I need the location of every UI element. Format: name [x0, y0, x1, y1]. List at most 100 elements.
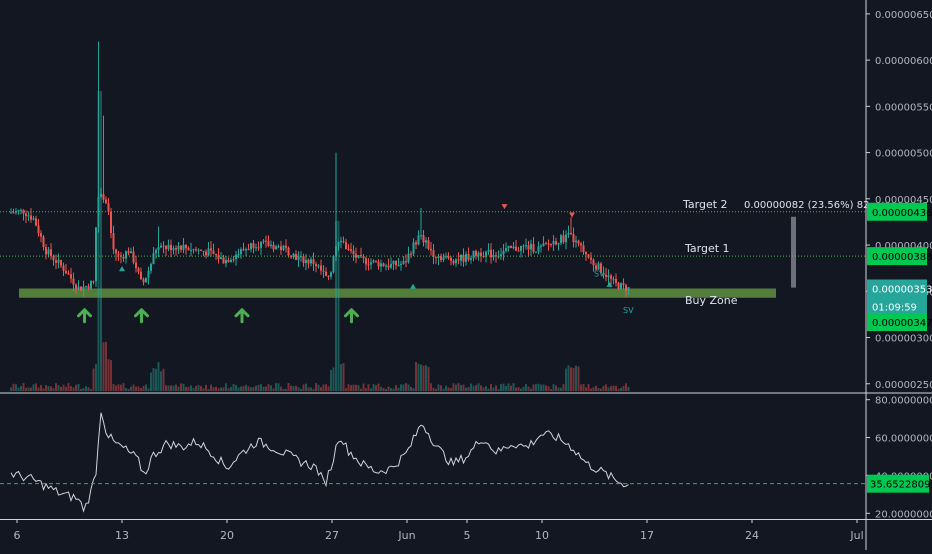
- candle-body: [102, 194, 105, 200]
- candle-body: [510, 245, 512, 249]
- volume-bar: [510, 385, 512, 391]
- candle-body: [582, 245, 585, 253]
- candle-body: [595, 265, 597, 270]
- volume-bar: [605, 384, 607, 391]
- indicator-value-tag[interactable]: 35.65228097: [867, 474, 932, 493]
- candle-body: [565, 234, 567, 243]
- volume-bar: [150, 372, 152, 391]
- target-1-price-tag[interactable]: 0.00000388: [867, 247, 932, 266]
- candle-body: [370, 262, 372, 265]
- volume-bar: [580, 384, 582, 391]
- time-tick-label: 13: [115, 529, 129, 542]
- candle-body: [332, 256, 335, 273]
- candle-body: [355, 254, 357, 258]
- candle-body: [140, 271, 142, 280]
- candle-body: [27, 215, 30, 217]
- last-price-tag[interactable]: 0.00000353: [867, 279, 932, 298]
- volume-bar: [200, 386, 202, 391]
- candle-body: [180, 245, 182, 250]
- candle-body: [465, 253, 467, 262]
- volume-bar: [497, 388, 500, 391]
- time-tick-label: 20: [220, 529, 234, 542]
- volume-bar: [105, 341, 107, 391]
- candle-body: [210, 248, 212, 251]
- volume-bar: [45, 385, 47, 391]
- buy-low-price-tag[interactable]: 0.00000347: [867, 313, 932, 332]
- target-2-price-tag[interactable]: 0.00000436: [867, 202, 932, 221]
- candle-body: [257, 247, 260, 249]
- candle-body: [220, 257, 222, 260]
- buy-arrow-icon: [344, 308, 359, 324]
- volume-bar: [192, 388, 195, 391]
- candle-body: [137, 268, 140, 272]
- candle-body: [310, 259, 312, 264]
- candle-body: [30, 215, 32, 220]
- volume-bar: [485, 386, 487, 391]
- candle-body: [580, 243, 582, 246]
- volume-bar: [220, 387, 222, 391]
- candle-body: [105, 199, 107, 204]
- candle-body: [325, 271, 327, 276]
- volume-bar: [507, 383, 510, 391]
- volume-bar: [115, 385, 117, 391]
- time-tick-label: Jun: [397, 529, 415, 542]
- volume-bar: [592, 387, 595, 391]
- volume-bar: [187, 386, 190, 391]
- candle-body: [175, 248, 177, 250]
- measure-bar[interactable]: [791, 216, 796, 288]
- candle-body: [265, 240, 267, 242]
- indicator-tick-label: 80.00000000: [875, 396, 932, 407]
- volume-bar: [622, 385, 625, 391]
- candle-body: [45, 247, 47, 255]
- volume-bar: [362, 383, 365, 391]
- candle-body: [577, 240, 580, 244]
- volume-bar: [615, 385, 617, 391]
- candle-body: [462, 254, 465, 262]
- price-tick-label: 0.00000250: [875, 380, 932, 391]
- candle-body: [115, 249, 117, 254]
- candle-body: [620, 283, 622, 289]
- candle-body: [485, 251, 487, 257]
- volume-bar: [87, 387, 90, 391]
- candle-body: [25, 213, 27, 216]
- indicator-value-bg: [867, 474, 929, 493]
- volume-bar: [217, 388, 220, 391]
- candle-body: [447, 256, 450, 259]
- candle-body: [242, 249, 245, 251]
- candle-body: [112, 233, 115, 250]
- volume-bar: [30, 387, 32, 391]
- candle-body: [132, 251, 135, 263]
- countdown-tag[interactable]: 01:09:59: [867, 297, 927, 316]
- volume-bar: [175, 384, 177, 391]
- buy-zone[interactable]: [19, 288, 776, 298]
- candle-body: [275, 246, 277, 250]
- volume-bar: [600, 388, 602, 391]
- candle-body: [177, 245, 180, 250]
- volume-bar: [350, 385, 352, 391]
- candle-body: [545, 243, 547, 245]
- volume-bar: [145, 384, 147, 391]
- candle-body: [507, 245, 510, 249]
- candle-body: [100, 194, 102, 198]
- candle-body: [122, 256, 125, 259]
- candle-body: [205, 251, 207, 256]
- volume-bar: [525, 383, 527, 391]
- candle-body: [410, 253, 412, 255]
- candle-body: [412, 242, 415, 254]
- volume-bar: [122, 383, 125, 391]
- candle-body: [377, 261, 380, 267]
- candle-body: [187, 248, 190, 251]
- candle-body: [537, 246, 540, 252]
- candle-body: [280, 246, 282, 251]
- candle-body: [527, 245, 530, 250]
- volume-bar: [120, 384, 122, 391]
- candle-body: [95, 227, 97, 282]
- volume-bar: [530, 388, 532, 391]
- volume-bar: [242, 386, 245, 391]
- price-tick-label: 0.00000600: [875, 56, 932, 67]
- candle-body: [117, 253, 120, 256]
- signal-label: SV: [594, 269, 605, 278]
- candle-body: [492, 255, 495, 258]
